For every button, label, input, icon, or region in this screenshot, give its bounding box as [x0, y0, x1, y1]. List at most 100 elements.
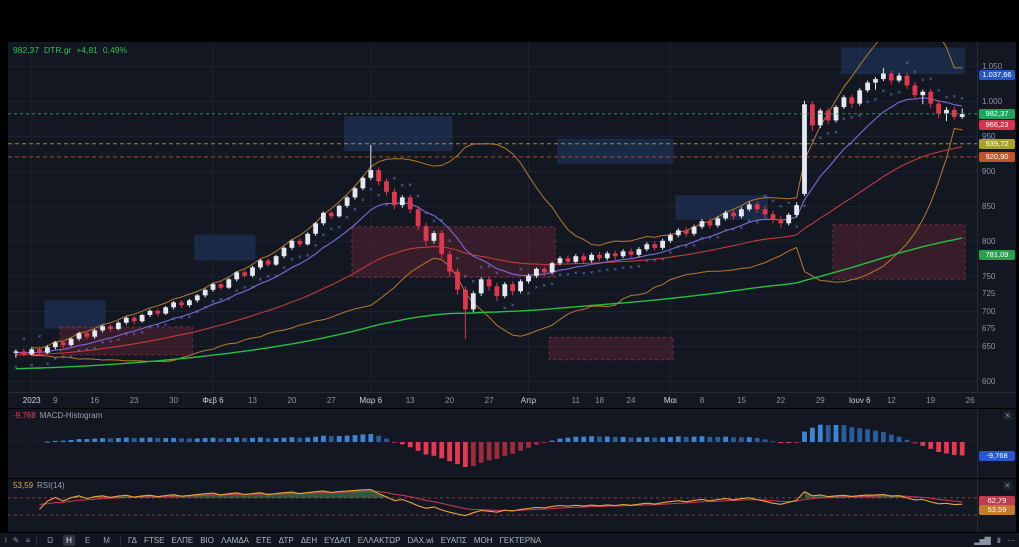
watchlist-ticker[interactable]: ΕΥΑΠΣ [440, 535, 467, 545]
rsi-close-button[interactable]: × [1003, 481, 1012, 490]
watchlist-ticker[interactable]: ΔΤΡ [278, 535, 294, 545]
svg-text:×: × [117, 337, 121, 344]
signal-icon[interactable]: ılı [996, 535, 1001, 545]
svg-text:×: × [527, 290, 531, 297]
svg-text:×: × [952, 94, 956, 101]
time-label: 11 [571, 396, 580, 405]
price-tick: 650 [982, 341, 996, 351]
more-icon[interactable]: ⋯ [1007, 535, 1015, 545]
svg-text:×: × [329, 226, 333, 233]
list-icon[interactable]: ≡ [25, 535, 30, 545]
svg-text:×: × [945, 94, 949, 101]
svg-text:×: × [140, 330, 144, 337]
svg-text:×: × [109, 339, 113, 346]
watchlist-ticker[interactable]: ΕΤΕ [256, 535, 272, 545]
svg-text:×: × [921, 77, 925, 84]
time-label: 29 [815, 396, 825, 405]
price-chart-canvas[interactable]: ×××××× × ×× × ×× × ×× × ×× × ×× × ×××× × ×× × ×× × ××× × ×××… [8, 42, 978, 392]
svg-text:×: × [795, 224, 799, 231]
svg-text:×: × [180, 315, 184, 322]
price-tick: 850 [982, 201, 996, 211]
time-label: 16 [90, 396, 100, 405]
macd-value-badge: -9,768 [979, 450, 1015, 461]
svg-text:×: × [511, 302, 515, 309]
svg-text:×: × [38, 334, 42, 341]
svg-text:×: × [314, 243, 318, 250]
rsi-value: 53,59 [13, 481, 34, 490]
svg-text:×: × [535, 285, 539, 292]
time-label: 13 [405, 396, 415, 405]
svg-text:×: × [645, 258, 649, 265]
svg-text:×: × [361, 197, 365, 204]
timeframe-button-4[interactable]: Μ [103, 535, 110, 545]
toolbar-right-icons: ▂▅▇ ılı ⋯ [974, 535, 1015, 545]
svg-text:×: × [345, 215, 349, 222]
svg-text:×: × [692, 243, 696, 250]
timeframe-button-2[interactable]: Η [63, 534, 75, 546]
svg-text:×: × [440, 218, 444, 225]
time-label: 8 [699, 396, 705, 405]
timeframe-button-1[interactable]: Ω [47, 535, 54, 545]
legend-symbol: DTR.gr [44, 45, 72, 55]
time-label: 15 [736, 396, 746, 405]
svg-text:×: × [913, 69, 917, 76]
svg-text:×: × [464, 274, 468, 281]
watchlist-ticker[interactable]: ΕΛΛΑΚΤΩΡ [357, 535, 401, 545]
svg-text:×: × [172, 316, 176, 323]
price-badge: 966,23 [979, 120, 1015, 131]
watchlist-ticker[interactable]: DAX.wi [407, 535, 434, 545]
svg-text:×: × [874, 96, 878, 103]
svg-text:×: × [235, 288, 239, 295]
watchlist-ticker[interactable]: ΓΔ [127, 535, 137, 545]
draw-icon[interactable]: ✎ [12, 535, 20, 545]
svg-text:×: × [598, 268, 602, 275]
rsi-canvas[interactable] [8, 479, 978, 532]
svg-text:×: × [290, 257, 294, 264]
watchlist-ticker[interactable]: ΜΟΗ [473, 535, 493, 545]
watchlist-ticker[interactable]: ΕΥΔΑΠ [324, 535, 351, 545]
time-axis[interactable]: 2023 9 16 23 30 Φεβ 6 13 20 27 Μαρ 6 13 20 27 Απρ 11 18… [8, 392, 1016, 409]
svg-text:×: × [763, 193, 767, 200]
macd-canvas[interactable] [8, 409, 978, 478]
svg-text:×: × [803, 203, 807, 210]
watchlist-ticker[interactable]: FTSE [143, 535, 165, 545]
svg-text:×: × [850, 115, 854, 122]
legend-last-price: 982,37 [13, 45, 39, 55]
time-label: 13 [248, 396, 257, 405]
rsi-value-badge: 62,79 [979, 496, 1015, 506]
macd-close-button[interactable]: × [1003, 411, 1012, 420]
price-chart-panel: × × × × × × × × × × × × × × × × × × × × × × × × × × × × × × × × × × × × × × × ×… [8, 42, 1016, 408]
legend-change: +4,81 [76, 45, 98, 55]
svg-text:×: × [400, 183, 404, 190]
price-axis[interactable]: 1.050 1.000 950 900 850 800 750 725 700 675 650 600… [977, 42, 1016, 392]
svg-text:×: × [708, 235, 712, 242]
histogram-icon[interactable]: ▂▅▇ [974, 535, 991, 545]
svg-text:×: × [866, 99, 870, 106]
symbol-legend[interactable]: 982,37 DTR.gr +4,81 0,49% [13, 45, 127, 55]
watchlist-ticker[interactable]: ΔΕΗ [300, 535, 318, 545]
svg-text:×: × [456, 255, 460, 262]
time-label: Μαρ 6 [359, 396, 383, 405]
svg-text:×: × [227, 296, 231, 303]
price-tick: 1.050 [982, 61, 1003, 71]
info-icon[interactable]: i [5, 535, 7, 545]
svg-text:×: × [156, 323, 160, 330]
svg-text:×: × [424, 210, 428, 217]
watchlist-ticker[interactable]: ΕΛΠΕ [171, 535, 194, 545]
watchlist-ticker[interactable]: ΒΙΟ [200, 535, 214, 545]
price-badge: 982,37 [979, 108, 1015, 119]
watchlist-ticker[interactable]: ΛΑΜΔΑ [220, 535, 250, 545]
macd-value: -9,768 [13, 411, 36, 420]
time-label: 2023 [22, 396, 41, 405]
time-label: Φεβ 6 [202, 396, 224, 405]
timeframe-button-3[interactable]: Ε [84, 535, 91, 545]
svg-text:×: × [842, 116, 846, 123]
svg-text:×: × [22, 336, 26, 343]
svg-text:×: × [834, 129, 838, 136]
rsi-value-badge: 53,59 [979, 505, 1015, 515]
rsi-legend: 53,59 RSI(14) [13, 481, 65, 490]
watchlist-ticker[interactable]: ΓΕΚΤΕΡΝΑ [499, 535, 542, 545]
svg-text:×: × [882, 88, 886, 95]
svg-text:×: × [479, 264, 483, 271]
